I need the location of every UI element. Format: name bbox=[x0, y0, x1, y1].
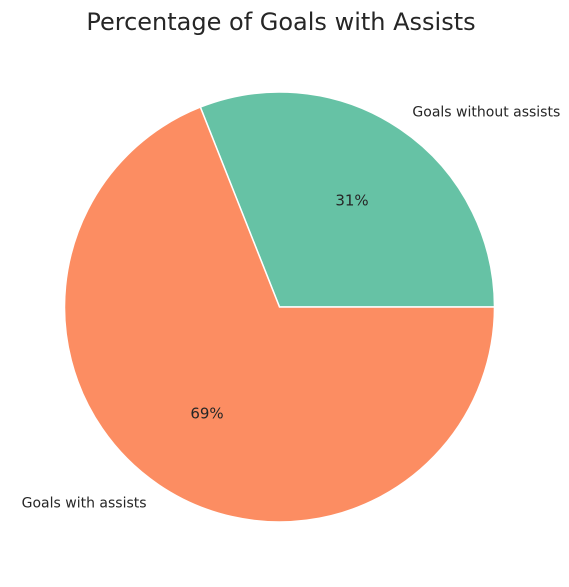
pie-slices bbox=[63, 91, 496, 523]
slice-label-2: Goals with assists bbox=[22, 496, 147, 512]
slice-percent-1: 31% bbox=[335, 191, 368, 209]
pie-slice-2 bbox=[63, 106, 496, 523]
pie-slice-1 bbox=[199, 91, 496, 308]
chart-title: Percentage of Goals with Assists bbox=[86, 8, 475, 36]
slice-label-1: Goals without assists bbox=[412, 104, 560, 120]
pie-labels: Goals without assists 31% Goals with assis… bbox=[22, 104, 561, 511]
slice-percent-2: 69% bbox=[190, 405, 223, 423]
